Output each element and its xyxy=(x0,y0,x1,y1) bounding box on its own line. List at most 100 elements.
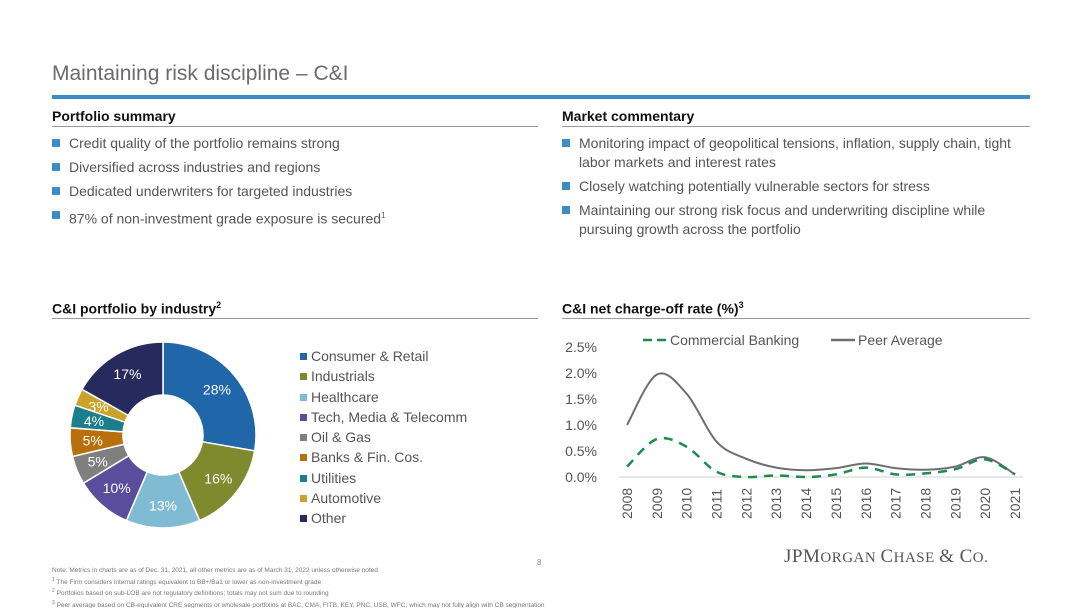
page-title: Maintaining risk discipline – C&I xyxy=(52,62,349,85)
x-tick-label: 2014 xyxy=(798,488,814,519)
x-tick-label: 2012 xyxy=(738,488,754,519)
footnote-line: Note: Metrics in charts are as of Dec. 3… xyxy=(52,567,378,574)
legend-swatch xyxy=(300,474,307,482)
y-tick-label: 2.5% xyxy=(565,339,597,355)
legend-swatch xyxy=(300,495,307,503)
donut-slice-label: 5% xyxy=(83,432,103,448)
footnote-line: 2 Portfolios based on sub-LOB are not re… xyxy=(52,588,329,598)
legend-label: Banks & Fin. Cos. xyxy=(311,449,424,466)
company-logo: JPMORGAN CHASE & CO. xyxy=(784,546,989,567)
bullet-text: Dedicated underwriters for targeted indu… xyxy=(69,183,353,199)
x-tick-label: 2015 xyxy=(828,488,844,519)
legend-swatch xyxy=(300,353,307,360)
market-commentary-divider xyxy=(562,126,1030,127)
x-tick-label: 2009 xyxy=(649,488,665,519)
y-tick-label: 1.5% xyxy=(565,391,597,407)
market-commentary-list: Monitoring impact of geopolitical tensio… xyxy=(562,134,1024,244)
y-tick-label: 1.0% xyxy=(565,417,597,433)
x-tick-label: 2017 xyxy=(888,488,904,519)
list-item: Dedicated underwriters for targeted indu… xyxy=(52,182,538,201)
y-tick-label: 0.0% xyxy=(565,469,597,485)
title-divider xyxy=(52,95,1030,99)
list-item: Monitoring impact of geopolitical tensio… xyxy=(562,134,1024,172)
legend-item: Banks & Fin. Cos. xyxy=(300,447,467,467)
x-tick-label: 2011 xyxy=(709,489,725,519)
legend-label: Commercial Banking xyxy=(670,332,799,348)
legend-label: Automotive xyxy=(311,490,382,507)
series-line xyxy=(626,436,1016,479)
donut-slice-label: 16% xyxy=(204,471,232,487)
footnote-line: 1 The Firm considers internal ratings eq… xyxy=(52,576,322,586)
legend-label: Other xyxy=(311,510,347,527)
donut-slice xyxy=(80,341,164,417)
x-tick-label: 2020 xyxy=(977,488,993,519)
nco-chart-divider xyxy=(562,318,1030,319)
donut-slice-label: 13% xyxy=(149,498,177,514)
donut-slice-label: 17% xyxy=(113,366,141,382)
market-commentary-heading: Market commentary xyxy=(562,108,695,124)
legend-item: Consumer & Retail xyxy=(300,346,467,366)
footnote-line: 3 Peer average based on CB-equivalent CR… xyxy=(52,599,545,608)
list-item: Credit quality of the portfolio remains … xyxy=(52,134,538,153)
list-item: Closely watching potentially vulnerable … xyxy=(562,177,1024,196)
legend-swatch xyxy=(300,413,307,421)
bullet-square-icon xyxy=(52,187,60,195)
legend-swatch xyxy=(300,373,307,381)
legend-label: Consumer & Retail xyxy=(311,348,429,364)
list-item: 87% of non-investment grade exposure is … xyxy=(52,206,538,229)
legend-item: Other xyxy=(300,508,467,528)
legend-label: Utilities xyxy=(311,469,357,486)
bullet-square-icon xyxy=(562,182,570,190)
series-line xyxy=(626,372,1016,476)
bullet-square-icon xyxy=(52,139,60,147)
bullet-text: Maintaining our strong risk focus and un… xyxy=(579,202,986,237)
bullet-text: Diversified across industries and region… xyxy=(69,159,321,175)
industry-chart-heading: C&I portfolio by industry2 xyxy=(52,300,222,317)
legend-label: Healthcare xyxy=(311,388,379,405)
donut-slice-label: 28% xyxy=(203,382,231,398)
legend-label: Industrials xyxy=(311,368,375,385)
donut-slice-label: 4% xyxy=(84,413,104,429)
x-tick-label: 2016 xyxy=(858,488,874,519)
x-tick-label: 2021 xyxy=(1007,488,1023,519)
footnote-ref: 1 xyxy=(381,211,386,220)
y-tick-label: 0.5% xyxy=(565,443,597,459)
x-tick-label: 2018 xyxy=(917,488,933,519)
footnotes: Note: Metrics in charts are as of Dec. 3… xyxy=(52,566,545,608)
x-tick-label: 2010 xyxy=(679,488,695,519)
legend-swatch xyxy=(300,454,307,462)
x-tick-label: 2019 xyxy=(947,488,963,519)
legend-swatch xyxy=(300,434,307,442)
x-tick-label: 2008 xyxy=(619,488,635,519)
bullet-square-icon xyxy=(52,211,60,219)
legend-item: Oil & Gas xyxy=(300,427,467,447)
donut-slice-label: 5% xyxy=(88,454,108,470)
legend-item: Healthcare xyxy=(300,387,467,407)
x-tick-label: 2013 xyxy=(768,488,784,519)
bullet-text: Monitoring impact of geopolitical tensio… xyxy=(579,135,1011,170)
legend-item: Tech, Media & Telecomm xyxy=(300,407,467,427)
portfolio-summary-heading: Portfolio summary xyxy=(52,108,176,124)
legend-swatch xyxy=(300,393,307,401)
list-item: Diversified across industries and region… xyxy=(52,158,538,177)
portfolio-summary-divider xyxy=(52,126,538,127)
bullet-text: Closely watching potentially vulnerable … xyxy=(579,178,930,194)
legend-label: Oil & Gas xyxy=(311,429,371,446)
nco-chart-heading: C&I net charge-off rate (%)3 xyxy=(562,300,744,317)
legend-label: Tech, Media & Telecomm xyxy=(311,408,468,425)
y-tick-label: 2.0% xyxy=(565,365,597,381)
legend-swatch xyxy=(300,515,307,523)
industry-chart-divider xyxy=(52,318,538,319)
bullet-square-icon xyxy=(562,139,570,147)
industry-legend: Consumer & Retail Industrials Healthcare Te… xyxy=(300,346,467,529)
legend-label: Peer Average xyxy=(858,332,943,348)
industry-donut-chart: 28%16%13%10%5%5%4%3%17% xyxy=(69,341,257,529)
bullet-text: 87% of non-investment grade exposure is … xyxy=(69,210,382,227)
portfolio-summary-list: Credit quality of the portfolio remains … xyxy=(52,134,538,234)
bullet-square-icon xyxy=(52,163,60,171)
nco-line-chart: 0.0% 0.5% 1.0% 1.5% 2.0% 2.5% 2008 2009 2010 2011… xyxy=(565,332,1023,519)
page-number: 8 xyxy=(537,558,542,567)
legend-item: Industrials xyxy=(300,366,467,386)
legend-item: Utilities xyxy=(300,468,467,488)
bullet-square-icon xyxy=(562,206,570,214)
